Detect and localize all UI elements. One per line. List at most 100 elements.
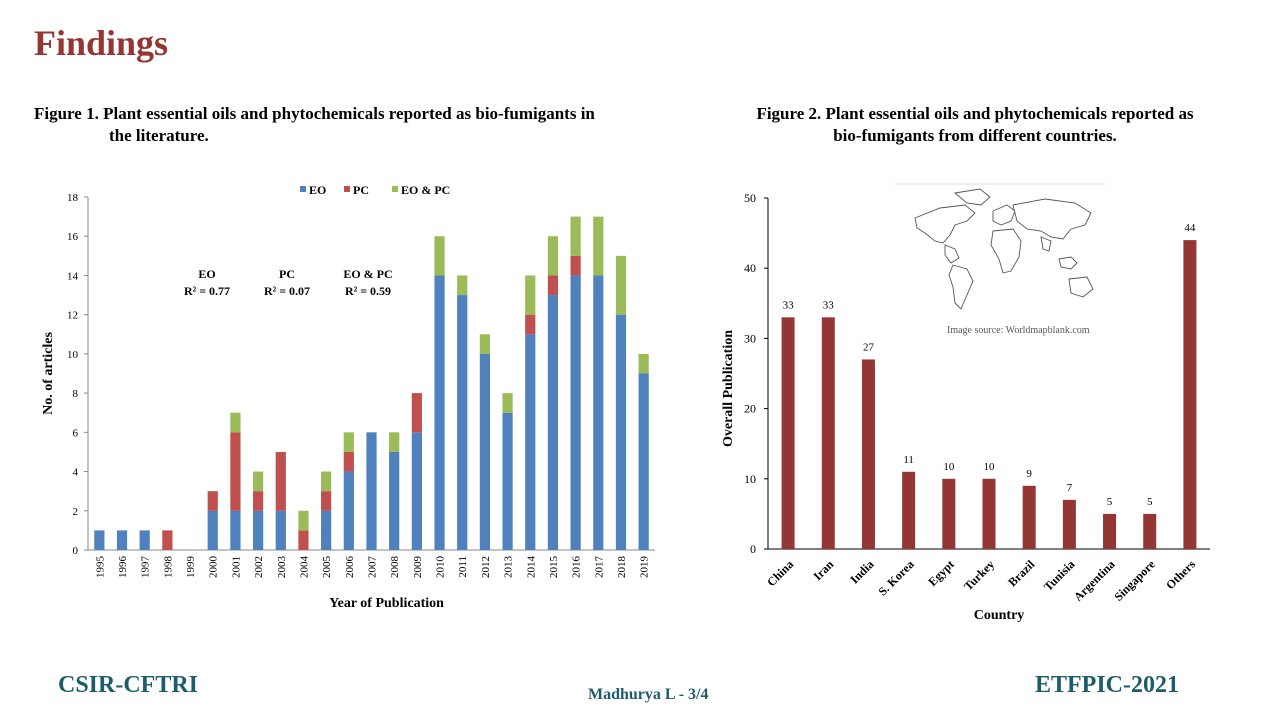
bar-pc-2001: [230, 432, 241, 511]
bar-eo-2019: [638, 373, 649, 550]
footer-event: ETFPIC-2021: [1035, 672, 1179, 698]
y-tick-label: 30: [744, 331, 756, 345]
bar-eo-pc-2001: [230, 412, 241, 433]
bar-india: [861, 359, 875, 549]
x-tick-label: China: [764, 557, 796, 589]
x-tick-label: 1997: [140, 556, 152, 579]
map-source-caption: Image source: Worldmapblank.com: [947, 325, 1090, 336]
bar-eo-2002: [252, 510, 264, 550]
bar-pc-2009: [411, 393, 422, 433]
bar-eo-pc-2017: [593, 216, 604, 276]
annotation-label: EO & PC: [343, 267, 392, 281]
bar-eo-2017: [593, 275, 604, 550]
legend-swatch: [344, 186, 350, 192]
x-tick-label: Brazil: [1005, 557, 1038, 590]
x-tick-label: Tunisia: [1041, 557, 1077, 593]
data-label: 5: [1147, 496, 1153, 508]
bar-eo-pc-2002: [252, 471, 264, 492]
figure2-caption-line2: bio-fumigants from different countries.: [833, 126, 1117, 145]
bar-pc-2004: [298, 530, 309, 550]
x-tick-label: 2004: [298, 556, 310, 579]
bar-brazil: [1022, 485, 1036, 549]
bar-pc-2006: [343, 451, 354, 472]
bar-argentina: [1103, 513, 1117, 549]
data-label: 27: [863, 341, 875, 353]
x-tick-label: 1999: [185, 556, 197, 579]
bar-eo-2016: [570, 275, 581, 550]
y-tick-label: 2: [73, 506, 79, 518]
bar-eo-2015: [547, 295, 559, 550]
bar-eo-pc-2008: [389, 432, 400, 452]
bar-singapore: [1143, 513, 1157, 549]
bar-eo-pc-2015: [547, 236, 559, 276]
legend-label: PC: [353, 183, 369, 197]
y-tick-label: 4: [73, 467, 79, 479]
bar-eo-2000: [207, 510, 218, 550]
x-tick-label: 2017: [593, 556, 605, 579]
annotation-r2: R² = 0.77: [184, 284, 230, 298]
data-label: 5: [1107, 496, 1113, 508]
x-axis-title: Country: [974, 608, 1025, 623]
bar-eo-1996: [116, 530, 128, 550]
y-tick-label: 40: [744, 261, 756, 275]
x-tick-label: 1995: [94, 556, 106, 579]
y-tick-label: 12: [67, 310, 78, 322]
x-tick-label: 2013: [503, 556, 515, 579]
bar-eo-pc-2019: [638, 353, 649, 374]
figure2-caption: Figure 2. Plant essential oils and phyto…: [720, 103, 1230, 147]
bar-pc-2016: [570, 255, 581, 276]
bar-eo-pc-2004: [298, 510, 309, 531]
data-label: 11: [903, 454, 914, 466]
bar-eo-pc-2016: [570, 216, 581, 256]
x-tick-label: Egypt: [925, 557, 957, 589]
y-tick-label: 6: [73, 427, 79, 439]
slide-title: Findings: [34, 23, 169, 63]
bar-egypt: [942, 478, 956, 549]
publications-by-country-chart: 0 10 20 30 40 50 33 China 33 Iran 27 India 11 S. Kore…: [721, 191, 1210, 623]
y-tick-label: 14: [67, 270, 79, 282]
x-tick-label: Singapore: [1111, 557, 1158, 604]
x-tick-label: 2011: [457, 556, 469, 578]
data-label: 44: [1184, 222, 1196, 234]
bar-china: [781, 317, 795, 549]
bar-eo-pc-2014: [525, 275, 536, 315]
bar-others: [1183, 240, 1197, 549]
bar-eo-2011: [457, 295, 468, 550]
bar-eo-2007: [366, 432, 377, 550]
x-tick-label: S. Korea: [875, 557, 916, 598]
figure1-caption: Figure 1. Plant essential oils and phyto…: [34, 103, 664, 147]
bar-eo-pc-2005: [321, 471, 332, 492]
bar-eo-2013: [502, 412, 513, 550]
bar-pc-2015: [547, 275, 559, 296]
y-tick-label: 0: [750, 542, 756, 556]
figure2-caption-line1: Figure 2. Plant essential oils and phyto…: [756, 104, 1194, 123]
bar-tunisia: [1062, 499, 1076, 549]
publications-by-year-chart: 0 2 4 6 8 10 12 14 16 18 1995 1996 1997 1998 1999 2000 2…: [41, 183, 655, 611]
x-tick-label: 2014: [525, 556, 537, 579]
x-tick-label: 2005: [321, 556, 333, 579]
y-tick-label: 8: [73, 388, 79, 400]
bar-eo-pc-2011: [457, 275, 468, 296]
bar-pc-2014: [525, 314, 536, 335]
y-tick-label: 0: [73, 545, 79, 557]
y-tick-label: 10: [67, 349, 79, 361]
x-tick-label: India: [847, 557, 876, 586]
bar-s-korea: [902, 471, 916, 549]
x-tick-label: 2006: [344, 556, 356, 579]
x-tick-label: 2001: [230, 556, 242, 578]
x-tick-label: 2016: [571, 556, 583, 579]
x-tick-label: 2009: [412, 556, 424, 579]
data-label: 10: [943, 461, 955, 473]
x-tick-label: 1998: [162, 556, 174, 579]
data-label: 10: [984, 461, 996, 473]
x-tick-label: 2018: [616, 556, 628, 579]
y-tick-label: 50: [744, 191, 756, 205]
bar-eo-2003: [275, 510, 286, 550]
x-tick-label: 2008: [389, 556, 401, 579]
bar-eo-2014: [525, 334, 536, 550]
legend-swatch: [300, 186, 306, 192]
y-tick-label: 20: [744, 402, 756, 416]
annotation-r2: R² = 0.59: [345, 284, 391, 298]
y-tick-label: 10: [744, 472, 756, 486]
data-label: 7: [1067, 482, 1073, 494]
